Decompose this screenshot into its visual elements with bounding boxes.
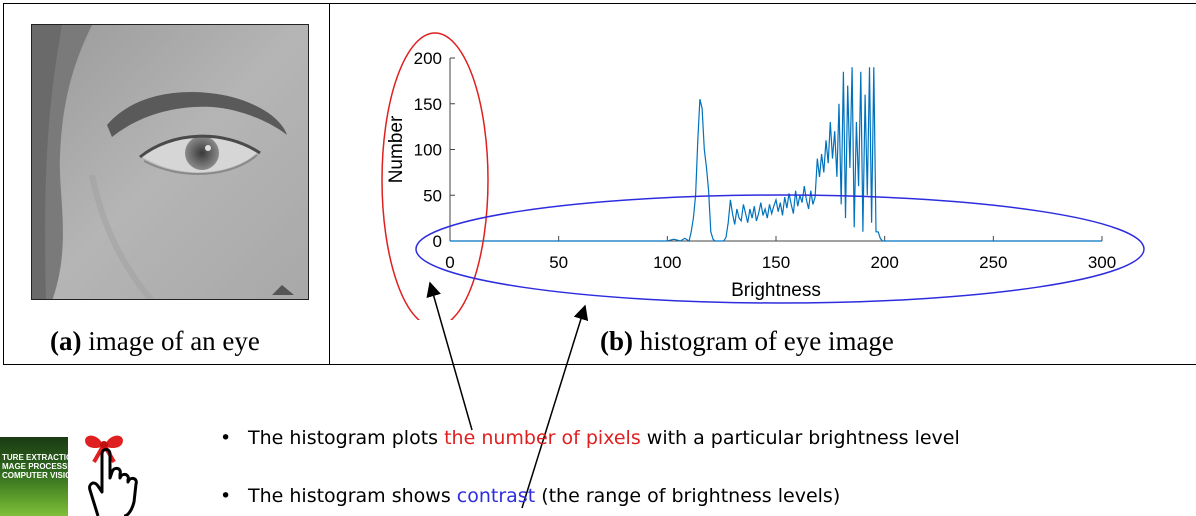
x-tick-label: 150 [762,253,790,272]
book-cover-image: TURE EXTRACTION MAGE PROCESSING COMPUTER… [0,437,68,516]
pointing-finger-ribbon-icon [85,435,138,516]
histogram-chart: 0 50 100 150 200 250 300 0 50 100 150 200 Brightnes… [381,32,1145,320]
brightness-annotation-ellipse [415,194,1145,304]
x-tick-label: 200 [870,253,898,272]
x-tick-label: 100 [653,253,681,272]
x-axis-label: Brightness [731,280,821,301]
x-tick-label: 50 [549,253,568,272]
y-tick-label: 100 [414,141,442,160]
figure-table: (a) image of an eye (b) histogram of eye… [3,3,1196,365]
y-tick-label: 200 [414,49,442,68]
y-tick-label: 0 [433,232,442,251]
caption-b: (b) histogram of eye image [600,326,894,356]
x-tick-label: 0 [445,253,454,272]
number-annotation-ellipse [381,32,489,320]
caption-a: (a) image of an eye [50,326,260,356]
histogram-line [450,67,1102,242]
table-divider [329,4,330,364]
eye-photo-illustration [32,25,308,299]
y-tick-label: 50 [423,186,442,205]
x-tick-label: 300 [1088,253,1116,272]
y-tick-label: 150 [414,95,442,114]
eye-image [31,24,309,300]
x-tick-label: 250 [979,253,1007,272]
y-axis-label: Number [386,115,407,183]
